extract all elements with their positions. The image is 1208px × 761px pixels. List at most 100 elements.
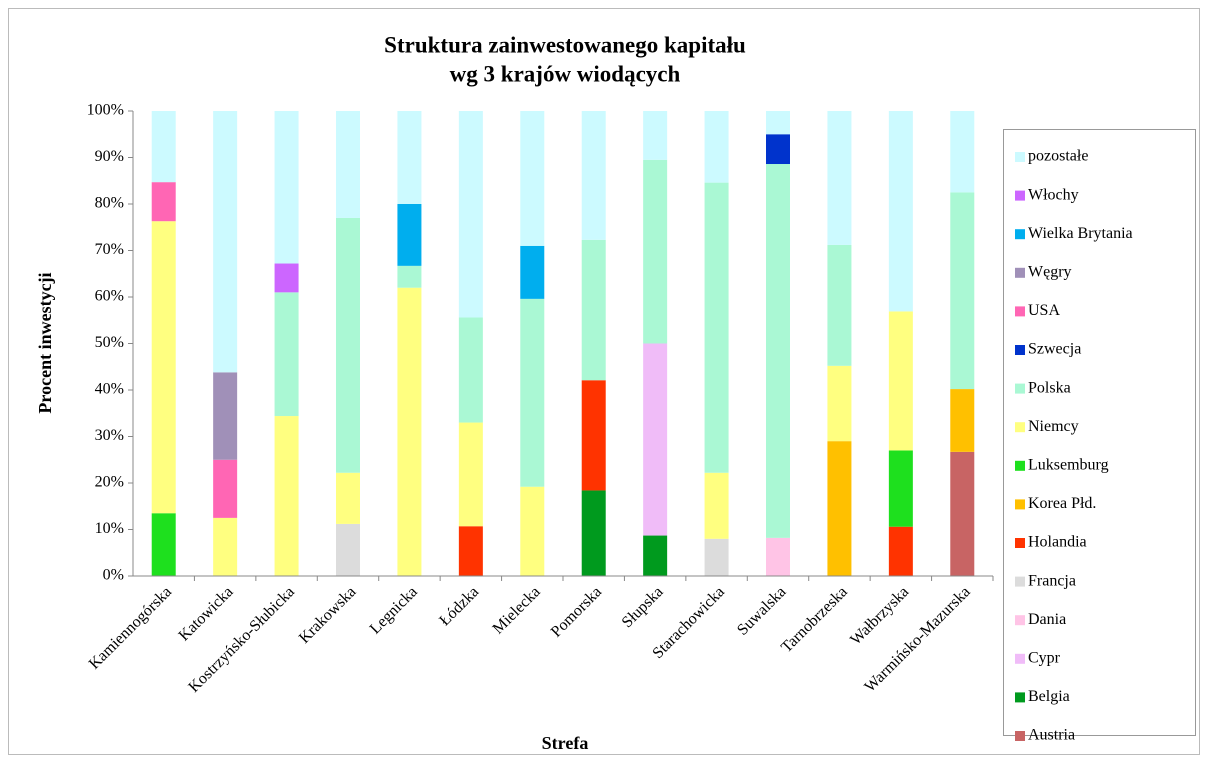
x-axis-title: Strefa bbox=[542, 733, 589, 753]
bar-segment bbox=[336, 111, 360, 218]
bar-segment bbox=[704, 538, 729, 576]
y-tick-label: 50% bbox=[95, 334, 124, 351]
legend-label: pozostałe bbox=[1028, 148, 1088, 165]
bar-segment bbox=[888, 311, 913, 451]
legend-swatch bbox=[1015, 653, 1025, 664]
y-tick-label: 90% bbox=[95, 148, 124, 165]
legend-label: Francja bbox=[1028, 572, 1076, 589]
y-tick-label: 40% bbox=[95, 381, 124, 398]
bar-segment bbox=[888, 526, 913, 576]
bar-segment bbox=[213, 517, 238, 576]
bar-segment bbox=[397, 287, 422, 576]
y-tick-label: 10% bbox=[95, 520, 124, 537]
legend-swatch bbox=[1015, 345, 1025, 355]
y-tick-label: 100% bbox=[87, 102, 124, 119]
legend-label: Belgia bbox=[1028, 688, 1070, 705]
legend-label: Austria bbox=[1028, 727, 1075, 744]
chart-title: wg 3 krajów wiodących bbox=[450, 61, 681, 86]
bar-segment bbox=[827, 111, 852, 245]
bar-segment bbox=[581, 380, 606, 491]
legend-frame bbox=[1003, 129, 1196, 736]
bar-segment bbox=[643, 343, 668, 536]
bar-segment bbox=[520, 111, 545, 246]
legend-label: USA bbox=[1028, 302, 1060, 319]
legend-swatch bbox=[1015, 229, 1025, 240]
bar-segment bbox=[458, 526, 483, 576]
bar-segment bbox=[766, 134, 790, 165]
bar-segment bbox=[151, 111, 176, 183]
legend-label: Polska bbox=[1028, 379, 1071, 396]
bar-segment bbox=[581, 490, 606, 576]
legend-swatch bbox=[1015, 538, 1025, 548]
y-tick-label: 80% bbox=[95, 195, 124, 212]
legend-swatch bbox=[1015, 422, 1025, 433]
bar-segment bbox=[950, 192, 975, 390]
bar-segment bbox=[458, 422, 483, 527]
bar-segment bbox=[950, 111, 975, 193]
legend-swatch bbox=[1015, 267, 1025, 278]
bar-segment bbox=[458, 111, 483, 318]
bar-segment bbox=[520, 298, 545, 487]
legend-label: Luksemburg bbox=[1028, 456, 1109, 473]
legend-label: Korea Płd. bbox=[1028, 495, 1096, 512]
legend-swatch bbox=[1015, 306, 1025, 317]
bar-segment bbox=[766, 164, 790, 538]
y-tick-label: 70% bbox=[95, 241, 124, 258]
legend-label: Niemcy bbox=[1028, 418, 1079, 435]
bar-segment bbox=[274, 292, 299, 417]
bar-segment bbox=[704, 111, 729, 183]
legend-swatch bbox=[1015, 615, 1025, 626]
legend-swatch bbox=[1015, 499, 1025, 510]
bar-segment bbox=[397, 111, 422, 204]
bar-segment bbox=[151, 221, 176, 514]
y-axis-title: Procent inwestycji bbox=[35, 272, 55, 413]
bar-segment bbox=[397, 204, 422, 266]
bar-segment bbox=[827, 365, 852, 442]
legend-label: Włochy bbox=[1028, 186, 1079, 203]
y-tick-label: 0% bbox=[103, 567, 124, 584]
bar-segment bbox=[274, 263, 299, 293]
chart-title: Struktura zainwestowanego kapitału bbox=[384, 32, 746, 57]
legend-swatch bbox=[1015, 190, 1025, 201]
bar-segment bbox=[397, 265, 422, 288]
bar-segment bbox=[274, 416, 299, 576]
bar-segment bbox=[766, 111, 790, 135]
bar-segment bbox=[643, 111, 668, 160]
bar-segment bbox=[520, 486, 545, 576]
bar-segment bbox=[950, 451, 975, 576]
legend-swatch bbox=[1015, 731, 1025, 741]
bar-segment bbox=[643, 159, 668, 344]
bar-segment bbox=[643, 535, 668, 576]
bar-segment bbox=[888, 450, 913, 527]
bar-segment bbox=[213, 111, 238, 373]
y-tick-label: 20% bbox=[95, 474, 124, 491]
bar-segment bbox=[888, 111, 913, 312]
bar-segment bbox=[213, 459, 238, 518]
bar-segment bbox=[827, 441, 852, 576]
legend-swatch bbox=[1015, 692, 1025, 703]
bar-segment bbox=[581, 239, 606, 381]
legend-swatch bbox=[1015, 460, 1025, 471]
bar-segment bbox=[581, 111, 606, 240]
bar-segment bbox=[950, 389, 975, 452]
bar-segment bbox=[704, 472, 729, 539]
legend-label: Węgry bbox=[1028, 263, 1072, 280]
legend-label: Szwecja bbox=[1028, 341, 1081, 358]
bar-segment bbox=[766, 537, 790, 576]
bar-segment bbox=[151, 513, 176, 576]
bar-segment bbox=[827, 244, 852, 366]
bar-segment bbox=[274, 111, 299, 264]
legend-label: Wielka Brytania bbox=[1028, 225, 1133, 242]
legend-label: Dania bbox=[1028, 611, 1066, 628]
bar-segment bbox=[520, 245, 545, 299]
y-tick-label: 30% bbox=[95, 427, 124, 444]
bar-segment bbox=[213, 372, 238, 460]
bar-segment bbox=[336, 217, 360, 473]
legend-swatch bbox=[1015, 152, 1025, 162]
bar-segment bbox=[458, 317, 483, 423]
bar-segment bbox=[336, 523, 360, 576]
legend-label: Holandia bbox=[1028, 534, 1087, 551]
y-tick-label: 60% bbox=[95, 288, 124, 305]
bar-segment bbox=[336, 472, 360, 524]
